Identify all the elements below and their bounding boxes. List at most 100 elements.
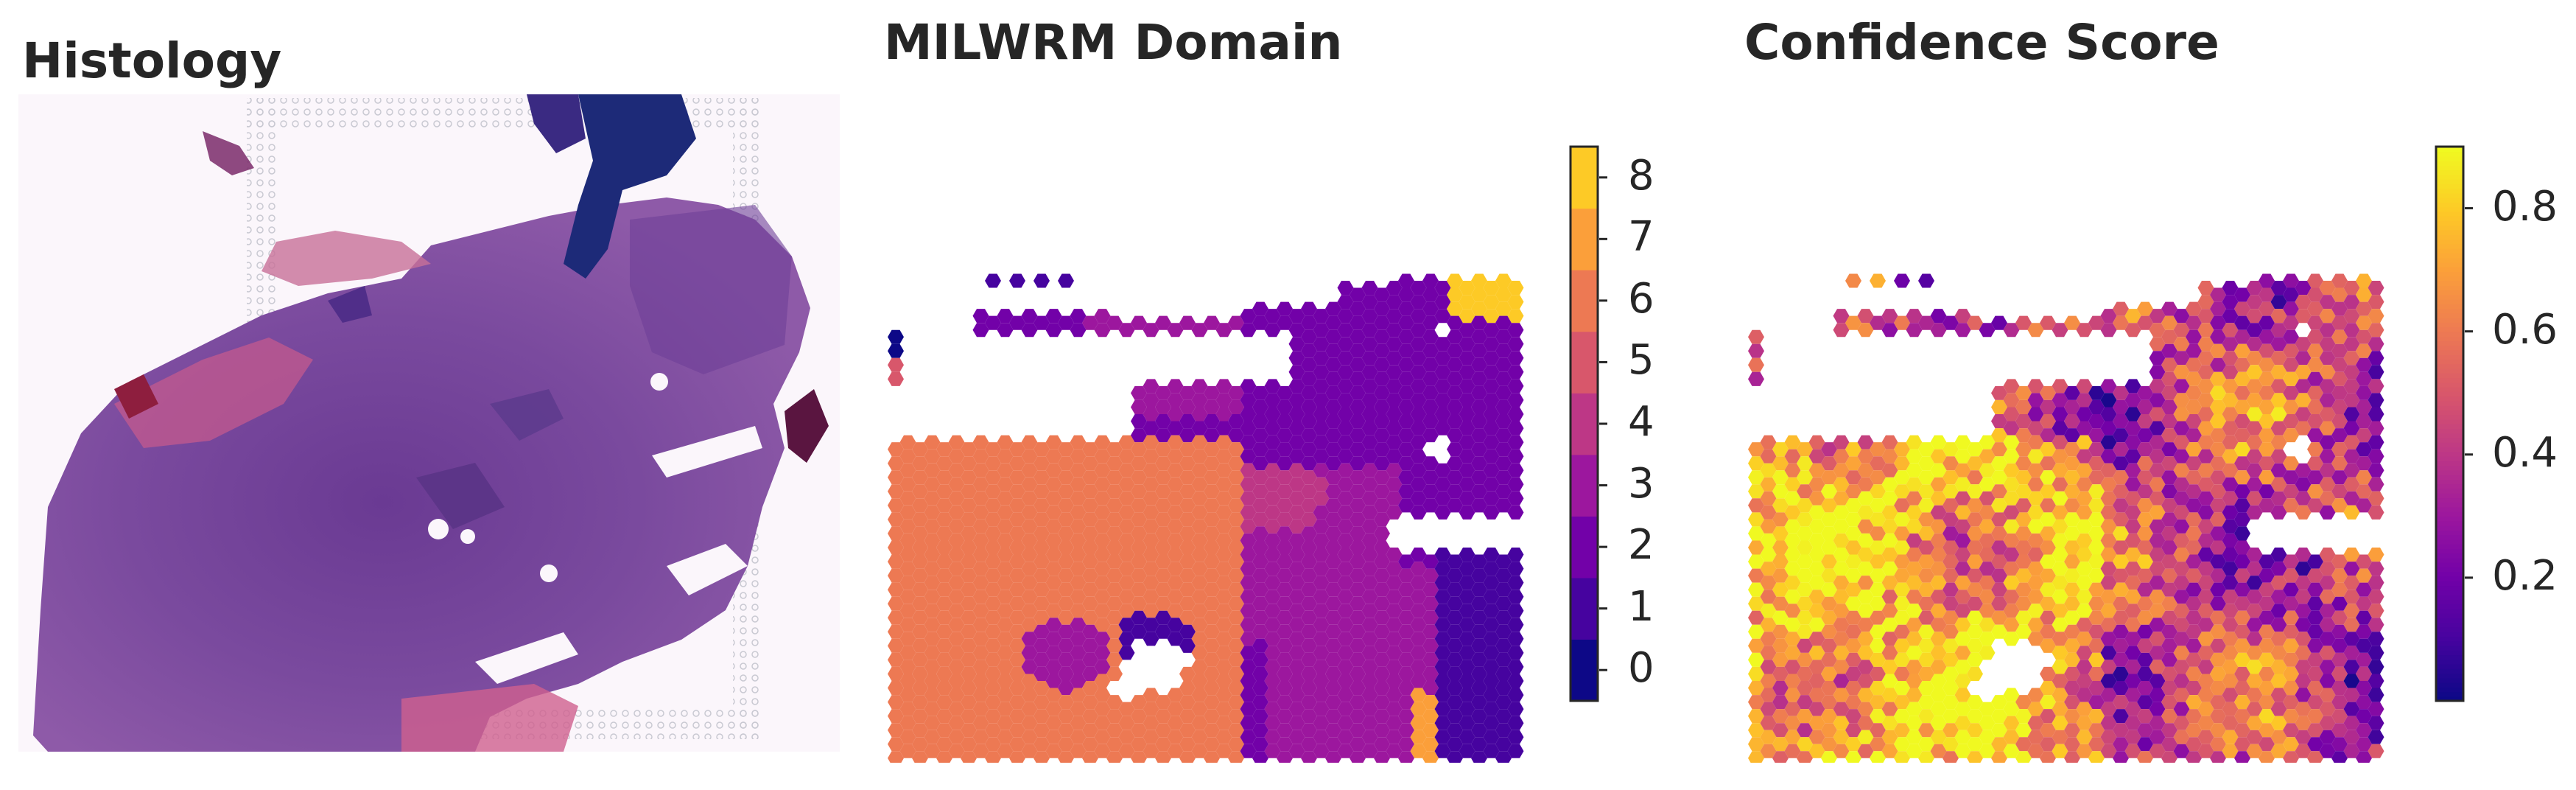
domain-spot: [1277, 737, 1293, 752]
domain-spot: [1277, 456, 1293, 471]
confidence-spot: [2210, 343, 2226, 358]
confidence-spot: [2343, 309, 2360, 324]
domain-spot: [1301, 498, 1317, 513]
confidence-spot: [1954, 505, 1971, 520]
domain-spot: [936, 638, 952, 653]
confidence-spot: [2246, 576, 2263, 590]
confidence-spot: [2003, 716, 2020, 730]
domain-spot: [1118, 323, 1135, 338]
domain-spot: [1009, 456, 1025, 471]
domain-spot: [1240, 702, 1257, 716]
confidence-spot: [2003, 576, 2020, 590]
colorbar-gradient-step: [2436, 557, 2463, 563]
domain-spot: [1009, 568, 1025, 583]
confidence-spot: [1906, 674, 1923, 688]
domain-spot: [948, 505, 965, 520]
confidence-spot: [1870, 751, 1886, 763]
confidence-spot: [2197, 491, 2214, 506]
domain-spot: [1252, 596, 1268, 611]
domain-spot: [1361, 351, 1378, 366]
domain-spot: [1240, 449, 1257, 464]
domain-spot: [972, 562, 989, 576]
domain-spot: [1021, 491, 1038, 506]
domain-spot: [997, 323, 1014, 338]
confidence-spot: [1857, 548, 1874, 562]
confidence-spot: [2040, 596, 2056, 611]
domain-spot: [1131, 498, 1147, 513]
domain-spot: [1264, 562, 1281, 576]
confidence-spot: [2222, 379, 2239, 394]
confidence-spot: [1942, 582, 1959, 597]
domain-spot: [1410, 337, 1427, 352]
confidence-spot: [2307, 287, 2323, 302]
confidence-spot: [2113, 737, 2129, 752]
domain-spot: [1288, 590, 1305, 604]
domain-spot: [936, 695, 952, 710]
confidence-spot: [2307, 315, 2323, 330]
colorbar-segment: [1570, 454, 1598, 517]
confidence-spot: [2064, 442, 2080, 457]
confidence-spot: [2040, 456, 2056, 471]
confidence-spot: [2368, 505, 2384, 520]
domain-spot: [1301, 414, 1317, 429]
domain-spot: [1337, 688, 1354, 702]
confidence-spot: [2088, 737, 2105, 752]
confidence-spot: [2234, 526, 2250, 541]
confidence-spot: [1870, 498, 1886, 513]
confidence-spot: [2076, 576, 2093, 590]
domain-spot: [1045, 449, 1062, 464]
domain-spot: [1240, 421, 1257, 436]
confidence-spot: [2124, 323, 2141, 338]
domain-spot: [1386, 744, 1403, 758]
confidence-spot: [2356, 442, 2372, 457]
domain-spot: [1301, 596, 1317, 611]
confidence-spot: [2161, 498, 2177, 513]
domain-spot: [1021, 548, 1038, 562]
domain-spot: [888, 343, 904, 358]
domain-spot: [924, 576, 941, 590]
confidence-spot: [2331, 371, 2348, 386]
confidence-spot: [1930, 519, 1947, 534]
confidence-spot: [2356, 484, 2372, 499]
confidence-spot: [1784, 505, 1801, 520]
confidence-spot: [1821, 582, 1837, 597]
domain-spot: [1155, 442, 1171, 457]
domain-spot: [1033, 638, 1050, 653]
domain-spot: [1204, 399, 1220, 414]
confidence-spot: [1821, 624, 1837, 639]
domain-spot: [1483, 716, 1500, 730]
domain-spot: [985, 512, 1001, 527]
domain-spot: [912, 610, 928, 625]
confidence-spot: [1979, 576, 1996, 590]
confidence-spot: [2113, 695, 2129, 710]
domain-spot: [1471, 442, 1487, 457]
domain-spot: [961, 723, 977, 738]
domain-spot: [924, 730, 941, 744]
confidence-spot: [1797, 470, 1813, 485]
confidence-spot: [1942, 723, 1959, 738]
confidence-spot: [2270, 505, 2287, 520]
confidence-spot: [1918, 638, 1934, 653]
domain-spot: [1033, 526, 1050, 541]
confidence-spot: [1942, 470, 1959, 485]
domain-spot: [1264, 646, 1281, 660]
domain-spot: [924, 604, 941, 618]
domain-spot: [1106, 666, 1123, 681]
confidence-spot: [2343, 491, 2360, 506]
domain-spot: [912, 470, 928, 485]
confidence-spot: [1821, 498, 1837, 513]
confidence-spot: [1967, 540, 1983, 555]
domain-spot: [1459, 590, 1475, 604]
confidence-spot: [2270, 407, 2287, 422]
confidence-spot: [2052, 562, 2068, 576]
domain-spot: [1082, 681, 1098, 696]
domain-spot: [1495, 484, 1512, 499]
domain-spot: [1337, 309, 1354, 324]
confidence-spot: [2356, 498, 2372, 513]
confidence-spot: [2259, 273, 2275, 288]
confidence-spot: [2161, 315, 2177, 330]
confidence-spot: [2064, 414, 2080, 429]
domain-spot: [1167, 323, 1184, 338]
domain-spot: [1313, 379, 1330, 394]
confidence-spot: [2149, 618, 2166, 632]
